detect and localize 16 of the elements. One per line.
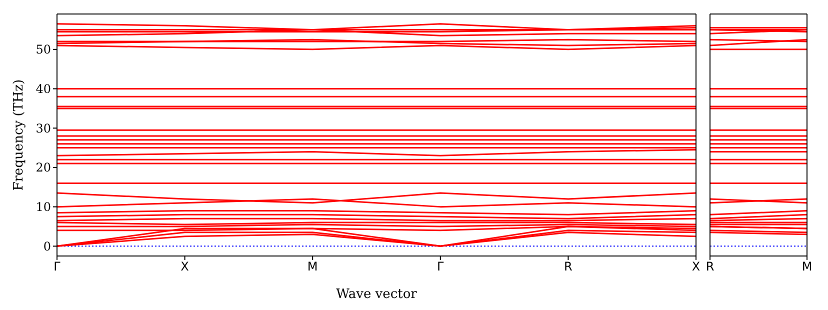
x-tick-label: M [307,260,318,274]
x-tick-label: Γ [437,260,444,274]
y-tick-label: 30 [36,121,51,136]
y-tick-label: 50 [36,42,51,57]
x-tick-label: X [692,260,700,274]
y-tick-label: 40 [36,82,51,96]
y-tick-label: 10 [36,200,51,214]
y-axis-title: Frequency (THz) [12,79,27,191]
x-tick-label: M [802,260,812,274]
y-tick-label: 0 [43,239,51,254]
x-tick-label: X [180,260,189,274]
x-tick-label: R [706,260,714,274]
y-tick-label: 20 [36,160,51,175]
x-axis-title: Wave vector [336,287,418,302]
x-tick-label: R [564,260,572,274]
x-tick-label: Γ [54,260,61,274]
